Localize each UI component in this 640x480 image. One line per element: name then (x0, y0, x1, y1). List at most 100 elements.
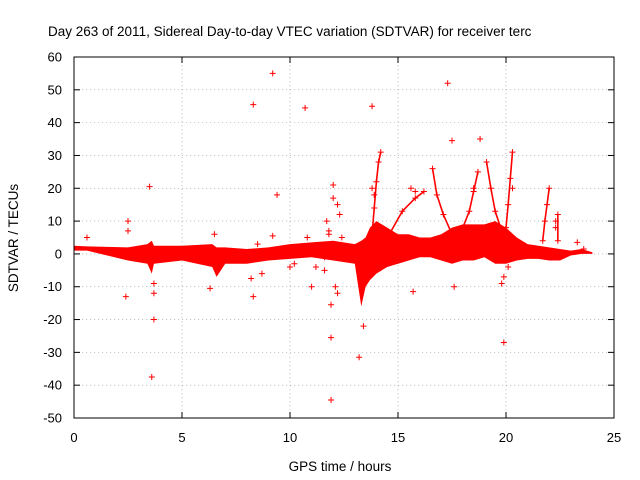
data-point (302, 104, 309, 111)
data-point (148, 373, 155, 380)
data-point (440, 211, 447, 218)
y-tick-label: 50 (48, 82, 62, 97)
data-point (330, 195, 337, 202)
y-tick-label: -30 (43, 345, 62, 360)
data-point (207, 285, 214, 292)
y-tick-label: 10 (48, 214, 62, 229)
data-point (291, 260, 298, 267)
dense-data-band (74, 221, 593, 307)
data-point (356, 354, 363, 361)
data-point (269, 232, 276, 239)
data-point (554, 237, 561, 244)
y-axis-label: SDTVAR / TECUs (6, 184, 21, 293)
data-point (451, 283, 458, 290)
data-point (150, 280, 157, 287)
data-point (552, 218, 559, 225)
data-point (371, 204, 378, 211)
data-point (433, 191, 440, 198)
data-point (444, 80, 451, 87)
data-point (334, 201, 341, 208)
data-point (334, 290, 341, 297)
data-point (122, 293, 129, 300)
data-point (328, 334, 335, 341)
y-tick-label: 60 (48, 50, 62, 65)
data-point (544, 201, 551, 208)
plot-frame (73, 56, 615, 419)
data-point (546, 185, 553, 192)
data-point (248, 275, 255, 282)
y-tick-label: -50 (43, 411, 62, 426)
data-point (509, 185, 516, 192)
data-point (412, 195, 419, 202)
data-point (552, 224, 559, 231)
data-point (451, 241, 458, 248)
data-point (304, 234, 311, 241)
data-point (399, 208, 406, 215)
data-point (369, 185, 376, 192)
data-point (509, 149, 516, 156)
data-point (386, 231, 393, 238)
data-point (539, 237, 546, 244)
data-point (492, 208, 499, 215)
data-point (274, 191, 281, 198)
data-spike-trail (541, 188, 550, 241)
data-point (420, 188, 427, 195)
data-point (371, 191, 378, 198)
data-point (375, 159, 382, 166)
data-point (360, 323, 367, 330)
x-tick-label: 20 (499, 430, 513, 445)
data-point (449, 231, 455, 238)
data-point (429, 165, 436, 172)
data-point (258, 270, 265, 277)
data-point (500, 273, 507, 280)
data-point (483, 159, 490, 166)
data-point (580, 245, 587, 252)
chart-title: Day 263 of 2011, Sidereal Day-to-day VTE… (48, 24, 532, 39)
data-point (125, 218, 131, 225)
data-point (487, 185, 494, 192)
data-point (287, 264, 293, 271)
x-tick-label: 25 (607, 430, 621, 445)
data-point (459, 224, 466, 231)
data-point (541, 218, 548, 225)
data-point (500, 339, 507, 346)
y-tick-label: 30 (48, 148, 62, 163)
data-point (319, 250, 326, 257)
data-point (250, 293, 257, 300)
data-point (308, 283, 315, 290)
data-series (74, 70, 593, 403)
data-point (150, 290, 157, 297)
x-tick-label: 5 (178, 430, 185, 445)
data-point (498, 227, 505, 234)
data-point (211, 231, 218, 238)
y-tick-label: 40 (48, 115, 62, 130)
data-point (498, 244, 505, 251)
data-point (338, 234, 345, 241)
data-point (325, 227, 332, 234)
data-point (328, 396, 335, 403)
data-point (505, 201, 512, 208)
data-point (323, 218, 330, 225)
data-point (377, 247, 384, 254)
data-point (407, 185, 414, 192)
data-point (410, 288, 417, 295)
data-point (269, 70, 276, 77)
data-point (412, 188, 419, 195)
data-point (250, 101, 257, 108)
data-point (505, 264, 512, 271)
data-point (377, 149, 384, 156)
data-point (150, 316, 157, 323)
data-point (505, 241, 512, 248)
x-tick-label: 10 (283, 430, 297, 445)
data-point (330, 181, 337, 188)
data-point (459, 244, 466, 251)
x-tick-label: 0 (70, 430, 77, 445)
y-tick-label: 20 (48, 181, 62, 196)
y-tick-label: -20 (43, 312, 62, 327)
y-tick-label: -40 (43, 378, 62, 393)
data-point (83, 234, 90, 241)
data-point (474, 168, 481, 175)
data-point (328, 301, 335, 308)
data-point (477, 136, 484, 143)
data-point (574, 239, 581, 246)
